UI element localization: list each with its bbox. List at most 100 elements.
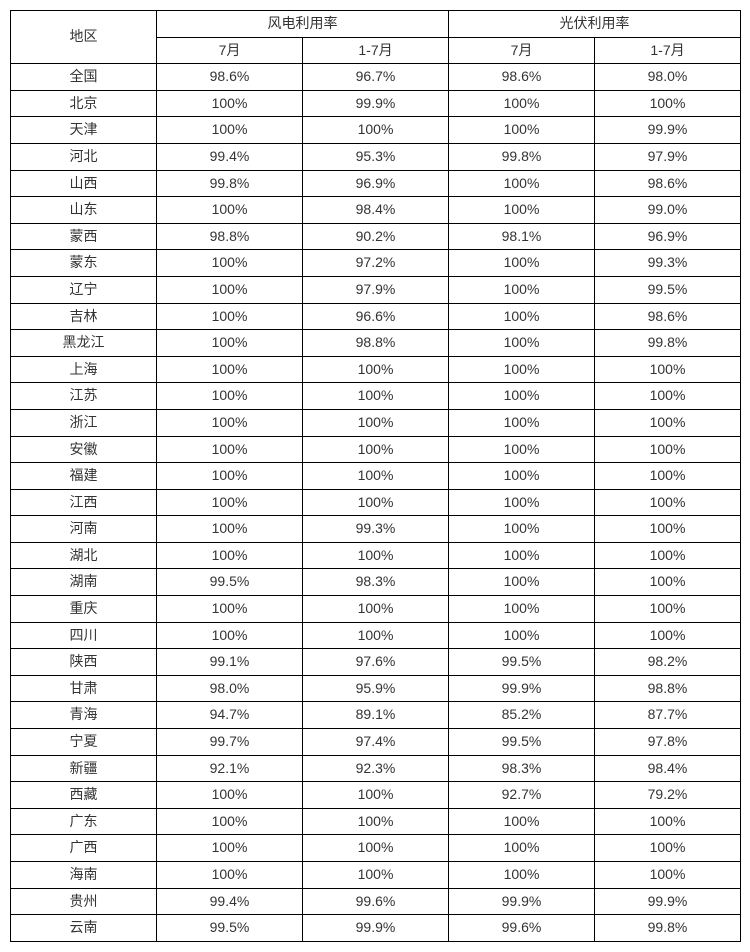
cell-solar-jul: 100% bbox=[449, 356, 595, 383]
table-row: 湖北100%100%100%100% bbox=[11, 542, 741, 569]
cell-wind-jul: 100% bbox=[157, 862, 303, 889]
cell-wind-jul: 92.1% bbox=[157, 755, 303, 782]
cell-wind-jul: 98.0% bbox=[157, 675, 303, 702]
cell-solar-jan-jul: 100% bbox=[595, 383, 741, 410]
cell-wind-jan-jul: 95.3% bbox=[303, 143, 449, 170]
cell-wind-jul: 99.5% bbox=[157, 915, 303, 942]
cell-wind-jan-jul: 99.9% bbox=[303, 915, 449, 942]
table-row: 陕西99.1%97.6%99.5%98.2% bbox=[11, 649, 741, 676]
cell-region: 河南 bbox=[11, 516, 157, 543]
cell-solar-jul: 99.5% bbox=[449, 649, 595, 676]
cell-wind-jul: 100% bbox=[157, 835, 303, 862]
cell-region: 陕西 bbox=[11, 649, 157, 676]
cell-solar-jul: 100% bbox=[449, 436, 595, 463]
cell-solar-jul: 100% bbox=[449, 170, 595, 197]
cell-solar-jan-jul: 98.4% bbox=[595, 755, 741, 782]
cell-wind-jul: 98.8% bbox=[157, 223, 303, 250]
cell-wind-jan-jul: 100% bbox=[303, 542, 449, 569]
cell-wind-jan-jul: 100% bbox=[303, 383, 449, 410]
table-row: 上海100%100%100%100% bbox=[11, 356, 741, 383]
cell-wind-jan-jul: 100% bbox=[303, 596, 449, 623]
cell-solar-jul: 98.6% bbox=[449, 64, 595, 91]
table-row: 广东100%100%100%100% bbox=[11, 808, 741, 835]
cell-solar-jul: 100% bbox=[449, 516, 595, 543]
cell-solar-jul: 100% bbox=[449, 862, 595, 889]
cell-solar-jul: 98.3% bbox=[449, 755, 595, 782]
cell-solar-jan-jul: 99.0% bbox=[595, 197, 741, 224]
header-row-1: 地区 风电利用率 光伏利用率 bbox=[11, 11, 741, 38]
cell-solar-jul: 100% bbox=[449, 835, 595, 862]
cell-solar-jul: 100% bbox=[449, 622, 595, 649]
table-row: 重庆100%100%100%100% bbox=[11, 596, 741, 623]
cell-solar-jan-jul: 97.9% bbox=[595, 143, 741, 170]
cell-solar-jul: 99.8% bbox=[449, 143, 595, 170]
cell-region: 江西 bbox=[11, 489, 157, 516]
table-row: 黑龙江100%98.8%100%99.8% bbox=[11, 330, 741, 357]
cell-wind-jan-jul: 100% bbox=[303, 409, 449, 436]
cell-wind-jul: 98.6% bbox=[157, 64, 303, 91]
cell-wind-jan-jul: 97.4% bbox=[303, 729, 449, 756]
table-row: 江苏100%100%100%100% bbox=[11, 383, 741, 410]
table-row: 西藏100%100%92.7%79.2% bbox=[11, 782, 741, 809]
table-header: 地区 风电利用率 光伏利用率 7月 1-7月 7月 1-7月 bbox=[11, 11, 741, 64]
cell-solar-jan-jul: 99.5% bbox=[595, 276, 741, 303]
cell-solar-jul: 100% bbox=[449, 276, 595, 303]
cell-wind-jan-jul: 99.6% bbox=[303, 888, 449, 915]
cell-wind-jul: 99.1% bbox=[157, 649, 303, 676]
cell-solar-jan-jul: 100% bbox=[595, 409, 741, 436]
cell-solar-jan-jul: 99.9% bbox=[595, 888, 741, 915]
cell-solar-jan-jul: 98.2% bbox=[595, 649, 741, 676]
cell-solar-jul: 100% bbox=[449, 489, 595, 516]
cell-wind-jan-jul: 99.9% bbox=[303, 90, 449, 117]
cell-wind-jul: 100% bbox=[157, 622, 303, 649]
cell-region: 山东 bbox=[11, 197, 157, 224]
cell-wind-jul: 100% bbox=[157, 542, 303, 569]
cell-solar-jan-jul: 100% bbox=[595, 542, 741, 569]
cell-solar-jan-jul: 99.9% bbox=[595, 117, 741, 144]
cell-wind-jan-jul: 100% bbox=[303, 436, 449, 463]
cell-region: 贵州 bbox=[11, 888, 157, 915]
cell-region: 四川 bbox=[11, 622, 157, 649]
cell-wind-jul: 100% bbox=[157, 782, 303, 809]
cell-wind-jul: 100% bbox=[157, 808, 303, 835]
cell-solar-jan-jul: 100% bbox=[595, 835, 741, 862]
table-row: 宁夏99.7%97.4%99.5%97.8% bbox=[11, 729, 741, 756]
cell-region: 重庆 bbox=[11, 596, 157, 623]
cell-wind-jul: 94.7% bbox=[157, 702, 303, 729]
cell-solar-jan-jul: 100% bbox=[595, 569, 741, 596]
table-row: 蒙东100%97.2%100%99.3% bbox=[11, 250, 741, 277]
table-row: 河北99.4%95.3%99.8%97.9% bbox=[11, 143, 741, 170]
table-row: 山西99.8%96.9%100%98.6% bbox=[11, 170, 741, 197]
cell-region: 蒙东 bbox=[11, 250, 157, 277]
table-body: 全国98.6%96.7%98.6%98.0%北京100%99.9%100%100… bbox=[11, 64, 741, 942]
table-row: 天津100%100%100%99.9% bbox=[11, 117, 741, 144]
cell-region: 青海 bbox=[11, 702, 157, 729]
header-region: 地区 bbox=[11, 11, 157, 64]
cell-solar-jul: 85.2% bbox=[449, 702, 595, 729]
cell-region: 吉林 bbox=[11, 303, 157, 330]
cell-solar-jul: 100% bbox=[449, 542, 595, 569]
cell-wind-jan-jul: 97.9% bbox=[303, 276, 449, 303]
cell-wind-jul: 100% bbox=[157, 463, 303, 490]
cell-region: 西藏 bbox=[11, 782, 157, 809]
cell-region: 安徽 bbox=[11, 436, 157, 463]
cell-region: 江苏 bbox=[11, 383, 157, 410]
cell-wind-jan-jul: 99.3% bbox=[303, 516, 449, 543]
cell-solar-jul: 100% bbox=[449, 383, 595, 410]
cell-solar-jul: 98.1% bbox=[449, 223, 595, 250]
cell-wind-jul: 100% bbox=[157, 197, 303, 224]
cell-solar-jul: 92.7% bbox=[449, 782, 595, 809]
cell-wind-jul: 100% bbox=[157, 117, 303, 144]
cell-region: 浙江 bbox=[11, 409, 157, 436]
cell-wind-jan-jul: 100% bbox=[303, 862, 449, 889]
cell-wind-jul: 100% bbox=[157, 276, 303, 303]
cell-solar-jan-jul: 100% bbox=[595, 463, 741, 490]
cell-solar-jan-jul: 98.6% bbox=[595, 170, 741, 197]
table-row: 广西100%100%100%100% bbox=[11, 835, 741, 862]
cell-solar-jan-jul: 100% bbox=[595, 436, 741, 463]
header-solar-jan-jul: 1-7月 bbox=[595, 37, 741, 64]
cell-wind-jan-jul: 100% bbox=[303, 622, 449, 649]
cell-solar-jan-jul: 100% bbox=[595, 862, 741, 889]
table-row: 河南100%99.3%100%100% bbox=[11, 516, 741, 543]
cell-wind-jul: 99.8% bbox=[157, 170, 303, 197]
